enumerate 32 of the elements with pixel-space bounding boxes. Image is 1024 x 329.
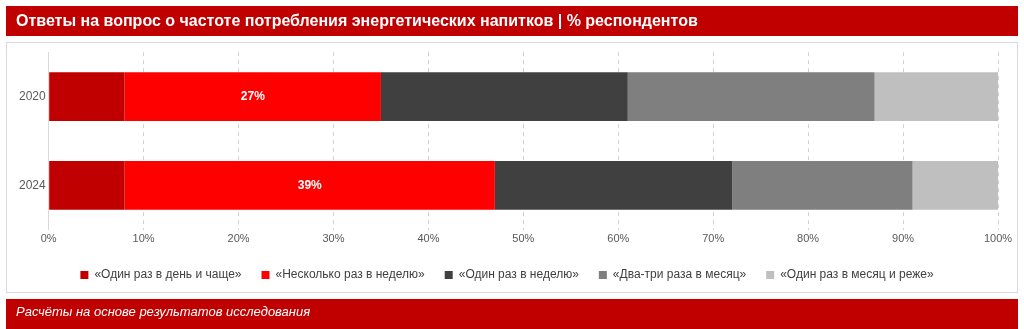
bar (732, 160, 913, 210)
data-label: 27% (240, 88, 266, 103)
bar (912, 160, 998, 210)
x-tick-label: 60% (607, 232, 630, 245)
x-tick-label: 100% (983, 232, 1013, 245)
x-tick-label: 0% (40, 232, 57, 245)
x-tick-label: 80% (797, 232, 820, 245)
bar (874, 72, 998, 122)
legend-label: «Несколько раз в неделю» (275, 267, 426, 282)
legend-label: «Один раз в неделю» (458, 267, 580, 282)
bar (380, 72, 628, 122)
y-tick-label: 2020 (18, 88, 47, 103)
bar (627, 72, 875, 122)
bar (124, 72, 381, 122)
legend-label: «Один раз в день и чаще» (94, 267, 242, 282)
bar (49, 160, 125, 210)
x-tick-label: 90% (892, 232, 915, 245)
bar (494, 160, 733, 210)
chart-title: Ответы на вопрос о частоте потребления энергетических напитков | % респондентов (6, 6, 1018, 36)
x-tick-label: 30% (322, 232, 345, 245)
x-tick-label: 40% (417, 232, 440, 245)
data-label: 39% (297, 177, 323, 192)
text: Расчёты на основе результатов исследования (6, 299, 1018, 329)
y-tick-label: 2024 (18, 177, 47, 192)
legend-label: «Два-три раза в месяц» (612, 267, 747, 282)
x-tick-label: 10% (132, 232, 155, 245)
x-tick-label: 50% (512, 232, 535, 245)
bar (49, 72, 125, 122)
bar (124, 160, 495, 210)
x-tick-label: 70% (702, 232, 725, 245)
legend-label: «Один раз в месяц и реже» (780, 267, 934, 282)
x-tick-label: 20% (227, 232, 250, 245)
